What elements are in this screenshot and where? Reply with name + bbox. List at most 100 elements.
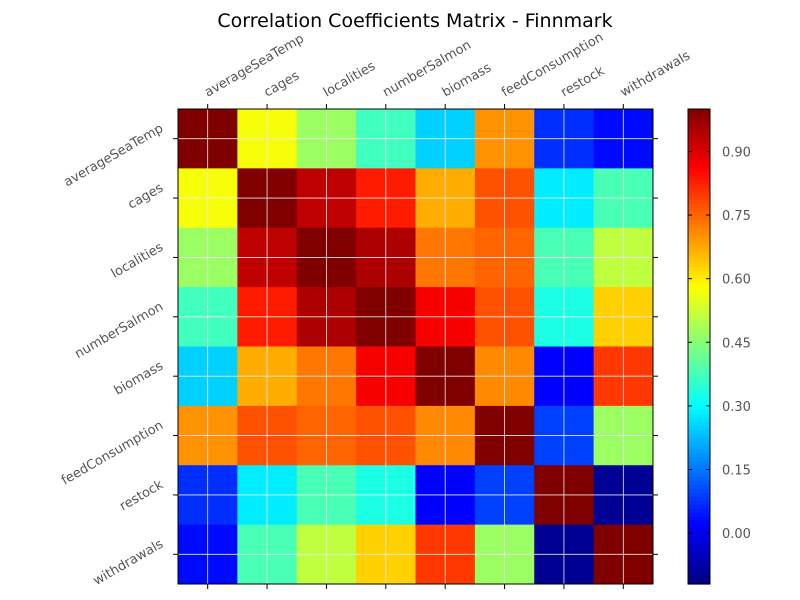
colorbar-swatch [688,354,710,359]
colorbar-swatch [688,235,710,241]
colorbar-swatch [688,267,710,272]
colorbar-swatch [688,350,710,356]
colorbar-swatch [688,441,710,447]
colorbar-swatch [688,390,710,395]
colorbar-swatch [688,295,710,300]
colorbar-swatch [688,473,710,478]
colorbar-swatch [688,397,710,403]
colorbar-swatch [688,572,710,577]
colorbar-swatch [688,334,710,340]
colorbar-swatch [688,429,710,435]
colorbar-swatch [688,556,710,561]
colorbar-swatch [688,382,710,387]
colorbar-swatch [688,576,710,581]
colorbar-swatch [688,516,710,522]
colorbar-swatch [688,413,710,419]
colorbar-swatch [688,124,710,130]
colorbar-swatch [688,275,710,280]
x-tick-label: biomass [440,60,494,100]
colorbar-swatch [688,314,710,320]
colorbar-swatch [688,445,710,451]
colorbar-swatch [688,192,710,197]
colorbar-swatch [688,370,710,375]
colorbar-swatch [688,128,710,134]
colorbar-swatch [688,492,710,498]
colorbar-tick-label: 0.00 [722,527,751,542]
colorbar-swatch [688,140,710,146]
colorbar-swatch [688,477,710,482]
colorbar-swatch [688,504,710,510]
colorbar-swatch [688,342,710,348]
colorbar-swatch [688,338,710,344]
colorbar-swatch [688,259,710,264]
colorbar-tick-label: 0.45 [722,336,751,351]
colorbar-swatch [688,136,710,142]
y-tick-label: localities [109,240,166,282]
colorbar-swatch [688,116,710,122]
colorbar-swatch [688,481,710,486]
colorbar: 0.00 0.15 0.30 0.45 0.60 0.75 0.90 [687,108,751,585]
colorbar-swatch [688,330,710,336]
colorbar-swatch [688,120,710,126]
colorbar-swatch [688,239,710,245]
colorbar-swatch [688,394,710,399]
colorbar-swatch [688,564,710,569]
colorbar-swatch [688,425,710,431]
colorbar-swatch [688,152,710,158]
colorbar-swatch [688,279,710,284]
colorbar-swatch [688,271,710,276]
colorbar-swatch [688,532,710,538]
colorbar-swatch [688,231,710,237]
colorbar-swatch [688,421,710,427]
colorbar-swatch [688,326,710,332]
colorbar-swatch [688,401,710,407]
colorbar-swatch [688,362,710,367]
heatmap-cells [178,109,654,585]
colorbar-swatch [688,156,710,162]
colorbar-swatch [688,346,710,352]
colorbar-swatch [688,188,710,193]
colorbar-swatch [688,184,710,189]
colorbar-swatch [688,417,710,423]
colorbar-swatch [688,469,710,474]
colorbar-swatch [688,204,710,209]
y-tick-label: cages [125,180,166,212]
y-tick-label: numberSalmon [72,299,166,362]
colorbar-swatch [688,109,710,114]
colorbar-swatch [688,552,710,557]
colorbar-swatch [688,374,710,379]
colorbar-swatch [688,405,710,411]
colorbar-swatch [688,219,710,225]
colorbar-swatch [688,508,710,514]
colorbar-tick-label: 0.15 [722,463,751,478]
colorbar-swatch [688,176,710,181]
y-tick-label: averageSeaTemp [61,121,166,190]
colorbar-swatch [688,536,710,542]
colorbar-swatch [688,207,710,213]
x-tick-label: withdrawals [618,48,693,100]
colorbar-swatch [688,164,710,169]
colorbar-swatch [688,168,710,173]
colorbar-swatch [688,409,710,415]
colorbar-swatch [688,180,710,185]
colorbar-swatch [688,358,710,363]
colorbar-swatch [688,548,710,553]
colorbar-swatch [688,512,710,518]
colorbar-swatch [688,215,710,221]
colorbar-swatch [688,132,710,138]
y-tick-label: feedConsumption [59,418,166,488]
plot-frame [177,108,654,585]
colorbar-swatch [688,306,710,312]
x-tick-label: localities [321,59,378,101]
colorbar-swatch [688,322,710,328]
y-tick-label: biomass [112,359,166,399]
colorbar-swatch [688,489,710,494]
colorbar-swatch [688,386,710,391]
x-tick-label: feedConsumption [499,30,606,100]
colorbar-swatch [688,378,710,383]
colorbar-swatch [688,544,710,549]
colorbar-swatch [688,200,710,205]
colorbar-swatch [688,496,710,502]
colorbar-swatch [688,461,710,466]
